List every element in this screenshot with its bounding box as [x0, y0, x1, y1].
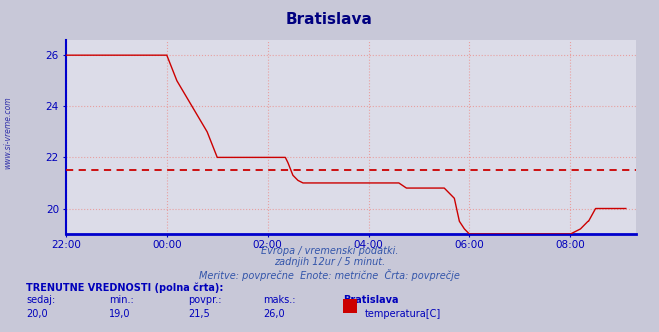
Text: 19,0: 19,0 — [109, 309, 130, 319]
Text: Evropa / vremenski podatki.: Evropa / vremenski podatki. — [261, 246, 398, 256]
Text: 20,0: 20,0 — [26, 309, 48, 319]
Text: zadnjih 12ur / 5 minut.: zadnjih 12ur / 5 minut. — [274, 257, 385, 267]
Text: min.:: min.: — [109, 295, 134, 305]
Text: Bratislava: Bratislava — [343, 295, 398, 305]
Text: TRENUTNE VREDNOSTI (polna črta):: TRENUTNE VREDNOSTI (polna črta): — [26, 283, 224, 293]
Text: maks.:: maks.: — [264, 295, 296, 305]
Text: sedaj:: sedaj: — [26, 295, 55, 305]
Text: Meritve: povprečne  Enote: metrične  Črta: povprečje: Meritve: povprečne Enote: metrične Črta:… — [199, 269, 460, 281]
Text: 21,5: 21,5 — [188, 309, 210, 319]
Text: povpr.:: povpr.: — [188, 295, 221, 305]
Text: 26,0: 26,0 — [264, 309, 285, 319]
Text: www.si-vreme.com: www.si-vreme.com — [3, 97, 13, 169]
Text: Bratislava: Bratislava — [286, 12, 373, 27]
Text: temperatura[C]: temperatura[C] — [365, 309, 442, 319]
